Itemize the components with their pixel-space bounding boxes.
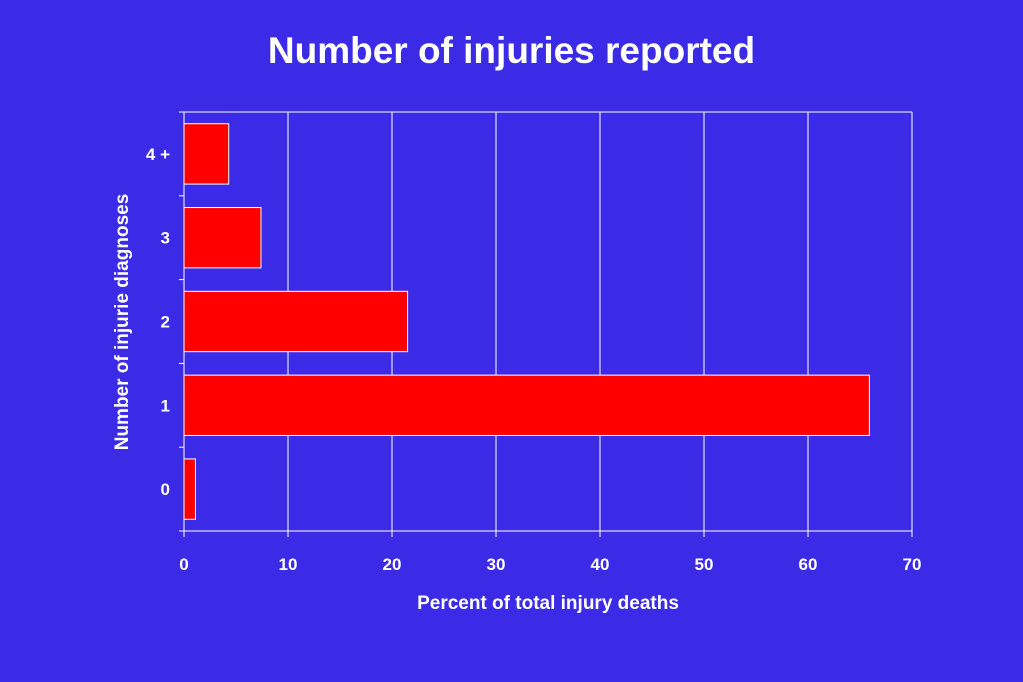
bar-0: [183, 458, 196, 520]
x-tick-label: 60: [799, 555, 818, 574]
bar-3: [183, 207, 262, 269]
x-tick-label: 40: [591, 555, 610, 574]
x-tick-label: 20: [383, 555, 402, 574]
bar-2: [183, 290, 409, 353]
bar-1: [183, 374, 870, 436]
y-tick-label: 3: [161, 229, 170, 248]
axes: [179, 111, 913, 537]
y-tick-label: 2: [161, 313, 170, 332]
x-tick-label: 70: [903, 555, 922, 574]
x-tick-label: 50: [695, 555, 714, 574]
y-tick-label: 0: [161, 480, 170, 499]
y-tick-label: 1: [161, 396, 170, 415]
x-tick-label: 30: [487, 555, 506, 574]
chart-title: Number of injuries reported: [267, 30, 756, 71]
bars: [183, 123, 870, 520]
x-tick-labels: 0 10 20 30 40 50 60 70: [179, 555, 921, 574]
x-tick-label: 0: [179, 555, 188, 574]
y-tick-labels: 0 1 2 3 4 +: [146, 145, 170, 499]
x-axis-label: Percent of total injury deaths: [417, 593, 679, 614]
bar-4: [183, 123, 230, 185]
y-axis-label: Number of injurie diagnoses: [112, 194, 133, 451]
x-tick-label: 10: [279, 555, 298, 574]
y-tick-label: 4 +: [146, 145, 170, 164]
